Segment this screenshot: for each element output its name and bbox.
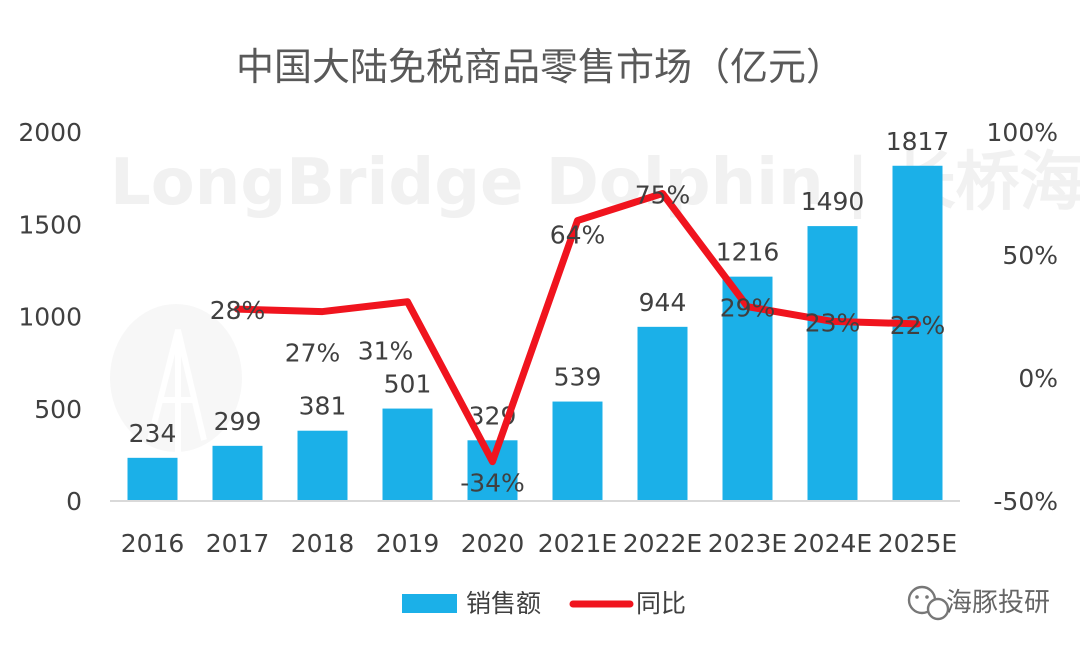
x-tick-label: 2022E (623, 529, 702, 558)
x-tick-label: 2018 (291, 529, 355, 558)
line-value-label: 23% (805, 308, 861, 337)
legend-swatch-bar (402, 594, 457, 613)
line-point (404, 298, 411, 305)
bar (382, 408, 433, 501)
bar-series (127, 165, 943, 502)
line-value-label: 28% (210, 296, 266, 325)
legend-item-yoy: 同比 (569, 589, 686, 618)
legend: 销售额 同比 (402, 589, 686, 618)
bar-value-label: 501 (384, 370, 432, 399)
line-value-label: 22% (890, 311, 946, 340)
bar (297, 430, 348, 501)
y-left-tick-label: 500 (34, 395, 82, 424)
line-value-label: -34% (460, 469, 525, 498)
bar-value-label: 299 (214, 407, 262, 436)
bar (467, 440, 518, 501)
line-point (574, 217, 581, 224)
bar-value-label: 1216 (716, 238, 780, 267)
line-point (914, 320, 921, 327)
right-axis: -50% 0% 50% 100% (987, 118, 1058, 516)
line-value-label: 29% (720, 294, 776, 323)
bar-value-label: 539 (554, 363, 602, 392)
legend-label: 同比 (636, 589, 686, 618)
line-value-label: 31% (358, 337, 414, 366)
y-right-tick-label: 50% (1002, 241, 1058, 270)
bar-value-label: 1817 (886, 127, 950, 156)
x-axis: 2016 2017 2018 2019 2020 2021E 2022E 2023E 2024E… (121, 529, 958, 558)
line-labels: 28% 27% 31% -34% 64% 75% 29% 23% 22% (210, 181, 946, 498)
line-series (234, 190, 921, 466)
x-tick-label: 2021E (538, 529, 617, 558)
line-point (234, 306, 241, 313)
line-point (829, 318, 836, 325)
line-point (489, 458, 496, 465)
bar-value-label: 234 (129, 419, 177, 448)
x-tick-label: 2020 (461, 529, 525, 558)
line-value-label: 27% (285, 339, 341, 368)
wechat-icon (907, 585, 950, 621)
left-axis: 0 500 1000 1500 2000 (18, 118, 82, 516)
y-left-tick-label: 1000 (18, 303, 82, 332)
x-tick-label: 2025E (878, 529, 957, 558)
line-point (744, 303, 751, 310)
x-tick-label: 2017 (206, 529, 270, 558)
y-right-tick-label: -50% (993, 487, 1058, 516)
brand-label: 海豚投研 (946, 588, 1050, 618)
bar (807, 226, 858, 501)
legend-label: 销售额 (466, 589, 541, 618)
line-point (319, 308, 326, 315)
bar-value-label: 944 (639, 288, 687, 317)
y-left-tick-label: 0 (66, 487, 82, 516)
brand: 海豚投研 (907, 585, 1050, 621)
bar (212, 445, 263, 501)
y-right-tick-label: 100% (987, 118, 1058, 147)
line-value-label: 64% (550, 221, 606, 250)
x-tick-label: 2024E (793, 529, 872, 558)
x-tick-label: 2023E (708, 529, 787, 558)
y-left-tick-label: 2000 (18, 118, 82, 147)
x-tick-label: 2019 (376, 529, 440, 558)
legend-item-sales: 销售额 (402, 589, 541, 618)
x-tick-label: 2016 (121, 529, 185, 558)
bar-value-label: 1490 (801, 187, 865, 216)
line-point (659, 190, 666, 197)
bar (892, 165, 943, 502)
y-left-tick-label: 1500 (18, 210, 82, 239)
watermark-logo (110, 304, 242, 452)
chart-title: 中国大陆免税商品零售市场（亿元） (236, 45, 844, 89)
bar (637, 326, 688, 501)
line-value-label: 75% (635, 181, 691, 210)
y-right-tick-label: 0% (1018, 364, 1058, 393)
bar (552, 401, 603, 501)
bar (722, 276, 773, 501)
bar-value-label: 381 (299, 392, 347, 421)
bar (127, 457, 178, 501)
